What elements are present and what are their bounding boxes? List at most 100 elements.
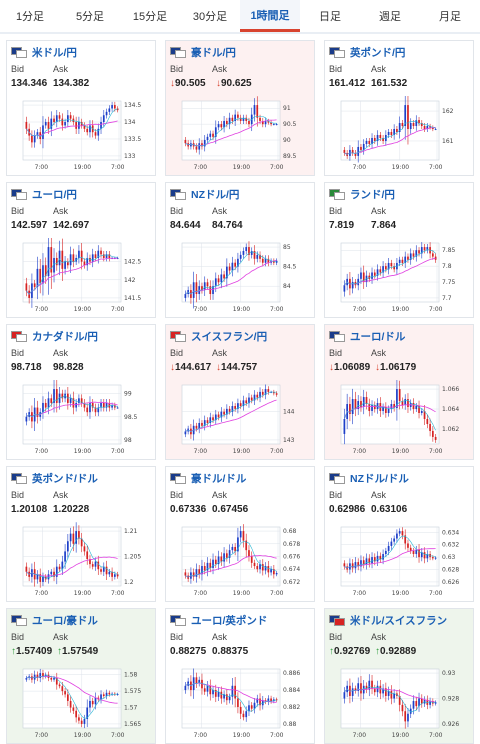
moving-average-long: [26, 556, 118, 577]
currency-card[interactable]: 豪ドル/ドル Bid Ask 0.67336 0.67456 0.68 0.678 0.676…: [165, 466, 315, 602]
candle-body: [61, 118, 64, 126]
candle-body: [223, 120, 225, 128]
candle-body: [420, 247, 423, 254]
price-chart[interactable]: 1.066 1.064 1.062 7:00 19:00 7:00: [327, 380, 471, 458]
price-chart[interactable]: 0.93 0.928 0.926 7:00 19:00 7:00: [327, 664, 471, 742]
card-header: 英ポンド/円: [329, 45, 405, 60]
card-header: ユーロ/円: [11, 187, 77, 202]
currency-pair-link[interactable]: ランド/円: [350, 189, 395, 201]
candle-body: [192, 282, 195, 298]
currency-card[interactable]: ユーロ/英ポンド Bid Ask 0.88275 0.88375 0.886 0.884 0.…: [165, 608, 315, 744]
y-tick-label: 143: [283, 437, 295, 444]
currency-card[interactable]: ユーロ/ドル Bid Ask ↓1.06089 ↓1.06179 1.066 1.064 1.…: [324, 324, 474, 460]
bid-label: Bid: [170, 632, 184, 642]
currency-pair-link[interactable]: 英ポンド/円: [350, 47, 406, 59]
tab-1min[interactable]: 1分足: [15, 11, 45, 23]
bid-value: ↓1.06089: [329, 362, 370, 373]
candle-body: [234, 114, 237, 121]
currency-card[interactable]: 英ポンド/ドル Bid Ask 1.20108 1.20228 1.21 1.205 1.2 7…: [6, 466, 156, 602]
currency-pair-link[interactable]: スイスフラン/円: [191, 331, 268, 343]
tab-1hour[interactable]: 1時間足: [240, 0, 300, 32]
price-chart[interactable]: 91 90.5 90 89.5 7:00 19:00 7:00: [168, 96, 312, 174]
tab-30min[interactable]: 30分足: [192, 11, 228, 23]
price-chart[interactable]: 99 98.5 98 7:00 19:00 7:00: [9, 380, 153, 458]
y-tick-label: 133: [124, 153, 136, 160]
currency-pair-link[interactable]: ユーロ/英ポンド: [191, 615, 268, 627]
ask-label: Ask: [53, 348, 69, 358]
candle-body: [396, 533, 398, 539]
candle-body: [72, 398, 75, 408]
currency-card[interactable]: 米ドル/スイスフラン Bid Ask ↑0.92769 ↑0.92889 0.93 0.92…: [324, 608, 474, 744]
bid-label: Bid: [329, 206, 343, 216]
price-chart[interactable]: 0.634 0.632 0.63 0.628 0.626 7:00 19:00 7:00: [327, 522, 471, 600]
tab-daily[interactable]: 日足: [319, 11, 341, 23]
x-tick-label: 19:00: [233, 590, 250, 597]
tab-5min[interactable]: 5分足: [75, 11, 105, 23]
candle-body: [373, 137, 376, 141]
candle-body: [390, 404, 393, 410]
currency-card[interactable]: 米ドル/円 Bid Ask 134.346 134.382 134.5 134 133.5 13…: [6, 40, 156, 176]
currency-card[interactable]: カナダドル/円 Bid Ask 98.718 98.828 99 98.5 98 7:00 19:…: [6, 324, 156, 460]
x-tick-label: 7:00: [194, 306, 208, 313]
currency-pair-link[interactable]: 豪ドル/ドル: [191, 473, 247, 485]
candle-body: [387, 545, 390, 551]
candle-body: [86, 257, 89, 266]
candle-body: [239, 254, 242, 259]
price-chart[interactable]: 85 84.5 84 7:00 19:00 7:00: [168, 238, 312, 316]
currency-pair-link[interactable]: ユーロ/円: [32, 189, 77, 201]
plot-area: [340, 526, 440, 587]
candle-body: [86, 407, 89, 413]
price-chart[interactable]: 0.68 0.678 0.676 0.674 0.672 7:00 19:00 7:00: [168, 522, 312, 600]
candle-body: [209, 685, 212, 695]
currency-card[interactable]: スイスフラン/円 Bid Ask ↓144.617 ↓144.757 144 143 7:00…: [165, 324, 315, 460]
candle-body: [412, 403, 415, 410]
tab-monthly[interactable]: 月足: [439, 11, 461, 23]
currency-card[interactable]: 英ポンド/円 Bid Ask 161.412 161.532 162 161 7:00 19:0…: [324, 40, 474, 176]
currency-pair-link[interactable]: ユーロ/ドル: [350, 331, 406, 343]
currency-pair-link[interactable]: 米ドル/円: [32, 47, 77, 59]
candle-body: [354, 399, 357, 410]
card-header: ランド/円: [329, 187, 395, 202]
currency-pair-link[interactable]: NZドル/ドル: [350, 473, 409, 485]
bid-value: ↑0.92769: [329, 646, 370, 657]
currency-card[interactable]: 豪ドル/円 Bid Ask ↓90.505 ↓90.625 91 90.5 90 89.5 7:0…: [165, 40, 315, 176]
x-tick-label: 19:00: [233, 448, 250, 455]
x-tick-label: 7:00: [270, 164, 284, 171]
x-tick-label: 7:00: [270, 590, 284, 597]
candle-body: [390, 541, 393, 546]
flag-icon: [170, 47, 186, 58]
currency-card[interactable]: ランド/円 Bid Ask 7.819 7.864 7.85 7.8 7.75 7.7 7:00 1…: [324, 182, 474, 318]
ask-label: Ask: [53, 490, 69, 500]
ask-label: Ask: [371, 490, 387, 500]
currency-pair-link[interactable]: 米ドル/スイスフラン: [350, 615, 448, 627]
currency-pair-link[interactable]: カナダドル/円: [32, 331, 98, 343]
trend-arrow-icon: ↑: [11, 646, 16, 657]
price-chart[interactable]: 162 161 7:00 19:00 7:00: [327, 96, 471, 174]
currency-card[interactable]: ユーロ/円 Bid Ask 142.597 142.697 142.5 142 141.5 7:…: [6, 182, 156, 318]
candle-body: [245, 247, 248, 251]
currency-pair-link[interactable]: 英ポンド/ドル: [32, 473, 98, 485]
candle-body: [343, 692, 346, 699]
currency-card[interactable]: NZドル/円 Bid Ask 84.644 84.764 85 84.5 84 7:00 19:0…: [165, 182, 315, 318]
currency-pair-link[interactable]: 豪ドル/円: [191, 47, 236, 59]
price-chart[interactable]: 1.58 1.575 1.57 1.565 7:00 19:00 7:00: [9, 664, 153, 742]
candle-body: [351, 399, 354, 415]
x-tick-label: 7:00: [194, 448, 208, 455]
price-chart[interactable]: 7.85 7.8 7.75 7.7 7:00 19:00 7:00: [327, 238, 471, 316]
price-chart[interactable]: 144 143 7:00 19:00 7:00: [168, 380, 312, 458]
x-tick-label: 7:00: [429, 306, 443, 313]
price-chart[interactable]: 134.5 134 133.5 133 7:00 19:00 7:00: [9, 96, 153, 174]
price-chart[interactable]: 142.5 142 141.5 7:00 19:00 7:00: [9, 238, 153, 316]
currency-card[interactable]: NZドル/ドル Bid Ask 0.62986 0.63106 0.634 0.632 0.6…: [324, 466, 474, 602]
price-chart[interactable]: 0.886 0.884 0.882 0.88 7:00 19:00 7:00: [168, 664, 312, 742]
candle-body: [253, 702, 256, 709]
currency-pair-link[interactable]: NZドル/円: [191, 189, 240, 201]
price-chart[interactable]: 1.21 1.205 1.2 7:00 19:00 7:00: [9, 522, 153, 600]
currency-card[interactable]: ユーロ/豪ドル Bid Ask ↑1.57409 ↑1.57549 1.58 1.575 1.…: [6, 608, 156, 744]
tab-weekly[interactable]: 週足: [379, 11, 401, 23]
candle-body: [248, 550, 250, 557]
currency-pair-link[interactable]: ユーロ/豪ドル: [32, 615, 98, 627]
flag-icon: [170, 473, 186, 484]
y-tick-label: 98.5: [124, 414, 138, 421]
tab-15min[interactable]: 15分足: [132, 11, 168, 23]
